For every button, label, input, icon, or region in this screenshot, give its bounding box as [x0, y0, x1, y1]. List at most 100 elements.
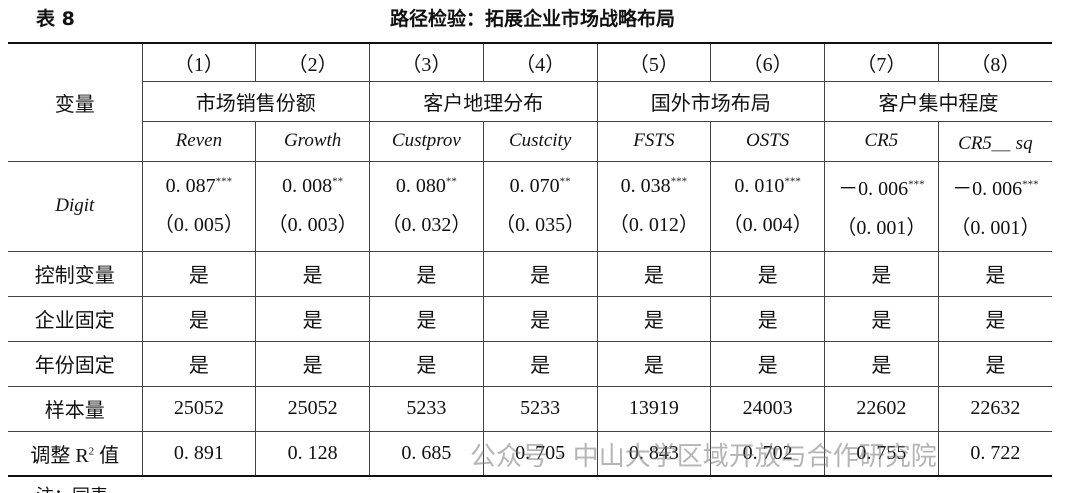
value-cell: 是	[141, 295, 257, 342]
coefficient-cell: 0. 008** （0. 003）	[255, 160, 370, 252]
cell-value: 22632	[970, 397, 1021, 419]
value-cell: 25052	[255, 385, 370, 432]
value-cell: 是	[482, 295, 598, 342]
variable-label: CR5＿ sq	[958, 132, 1033, 154]
results-table: 变量 （1） （2） （3） （4） （5） （6） （7） （8） 市场销售份额 客户地理分布 国外…	[8, 42, 1052, 477]
significance-stars: **	[332, 175, 344, 188]
coefficient-value: －0. 006	[952, 178, 1023, 200]
coefficient: 0. 070**	[484, 175, 597, 198]
standard-error: （0. 001）	[950, 217, 1041, 239]
table-title: 路径检验：拓展企业市场战略布局	[389, 8, 675, 30]
variable-label: Custcity	[508, 130, 572, 151]
row-label: 调整 R	[30, 444, 89, 467]
value-cell: 是	[255, 250, 370, 297]
row-label-cell: 企业固定	[8, 295, 143, 342]
column-label: （7）	[856, 53, 907, 76]
table-row: 市场销售份额 客户地理分布 国外市场布局 客户集中程度	[8, 80, 1052, 122]
coefficient-cell: －0. 006*** （0. 001）	[824, 160, 939, 252]
cell-value: 是	[985, 355, 1006, 377]
cell-value: 是	[871, 265, 892, 287]
value-cell: 是	[937, 340, 1052, 387]
value-cell: 0. 702	[710, 430, 825, 477]
cell-value: 是	[985, 265, 1006, 287]
coefficient-cell: －0. 006*** （0. 001）	[937, 160, 1052, 252]
cell-value: 是	[530, 355, 551, 377]
column-number: （4）	[482, 42, 598, 82]
row-label-suffix: 值	[99, 444, 120, 467]
group-label: 客户集中程度	[878, 92, 999, 115]
value-cell: 0. 705	[482, 430, 598, 477]
significance-stars: ***	[215, 175, 233, 188]
standard-error: （0. 003）	[267, 214, 358, 236]
row-label-cell: 样本量	[8, 385, 143, 432]
column-label: （5）	[628, 53, 679, 76]
significance-stars: **	[445, 175, 457, 188]
group-cell: 客户集中程度	[824, 80, 1052, 122]
coefficient-value: －0. 006	[838, 178, 909, 200]
variable-cell: Reven	[142, 120, 257, 162]
variable-cell: Custprov	[369, 120, 484, 162]
cell-value: 0. 702	[742, 441, 793, 464]
value-cell: 是	[141, 340, 257, 387]
value-cell: 是	[937, 295, 1052, 342]
column-number: （8）	[937, 42, 1052, 82]
variable-label: Growth	[283, 130, 342, 151]
row-label-cell: 年份固定	[8, 340, 143, 387]
value-cell: 22632	[937, 385, 1052, 432]
value-cell: 是	[710, 250, 825, 297]
coefficient: 0. 080**	[370, 175, 483, 198]
value-cell: 5233	[369, 385, 484, 432]
value-cell: 0. 755	[824, 430, 939, 477]
column-number: （1）	[141, 42, 257, 82]
cell-value: 是	[757, 310, 778, 332]
cell-value: 0. 685	[401, 441, 452, 464]
group-cell: 客户地理分布	[369, 80, 598, 122]
coefficient: 0. 010***	[711, 175, 824, 198]
note: 注：同表	[36, 482, 108, 493]
significance-stars: ***	[1022, 178, 1039, 191]
value-cell: 0. 891	[141, 430, 257, 477]
cell-value: 是	[871, 310, 892, 332]
standard-error: （0. 004）	[722, 214, 813, 236]
value-cell: 是	[824, 340, 939, 387]
cell-value: 是	[643, 355, 664, 377]
value-cell: 是	[937, 250, 1052, 297]
significance-stars: ***	[670, 175, 688, 188]
coefficient-value: 0. 038	[620, 175, 671, 197]
column-label: （2）	[287, 53, 338, 76]
column-label: （8）	[970, 53, 1021, 76]
cell-value: 是	[985, 310, 1006, 332]
variable-label: CR5	[864, 130, 899, 151]
column-number: （3）	[369, 42, 484, 82]
column-label: （1）	[173, 53, 224, 76]
table-row: 年份固定 是 是 是 是 是 是 是 是	[8, 340, 1052, 387]
coefficient: －0. 006***	[939, 172, 1052, 201]
corner-cell: 变量	[8, 42, 143, 162]
value-cell: 25052	[141, 385, 257, 432]
value-cell: 是	[255, 340, 370, 387]
value-cell: 是	[596, 340, 712, 387]
value-cell: 5233	[482, 385, 598, 432]
table-row: Digit 0. 087*** （0. 005） 0. 008** （0. 003） 0.…	[8, 160, 1052, 252]
value-cell: 是	[141, 250, 257, 297]
cell-value: 13919	[628, 397, 679, 419]
coefficient-cell: 0. 087*** （0. 005）	[141, 160, 257, 252]
row-label-cell: 控制变量	[8, 250, 143, 297]
cell-value: 是	[188, 310, 209, 332]
variable-label: OSTS	[745, 130, 790, 151]
watermark: 公众号 · 中山大学区域开放与合作研究院	[470, 442, 937, 472]
variable-label: Reven	[175, 130, 223, 151]
coefficient-cell: 0. 070** （0. 035）	[482, 160, 598, 252]
row-label: 企业固定	[34, 310, 115, 332]
row-label: 样本量	[44, 400, 105, 422]
value-cell: 是	[482, 250, 598, 297]
coefficient-cell: 0. 080** （0. 032）	[369, 160, 484, 252]
value-cell: 是	[710, 340, 825, 387]
cell-value: 是	[643, 310, 664, 332]
standard-error: （0. 012）	[608, 214, 699, 236]
corner-label: 变量	[54, 93, 95, 116]
variable-cell: Custcity	[482, 120, 598, 162]
value-cell: 是	[710, 295, 825, 342]
cell-value: 是	[530, 265, 551, 287]
column-number: （6）	[710, 42, 825, 82]
